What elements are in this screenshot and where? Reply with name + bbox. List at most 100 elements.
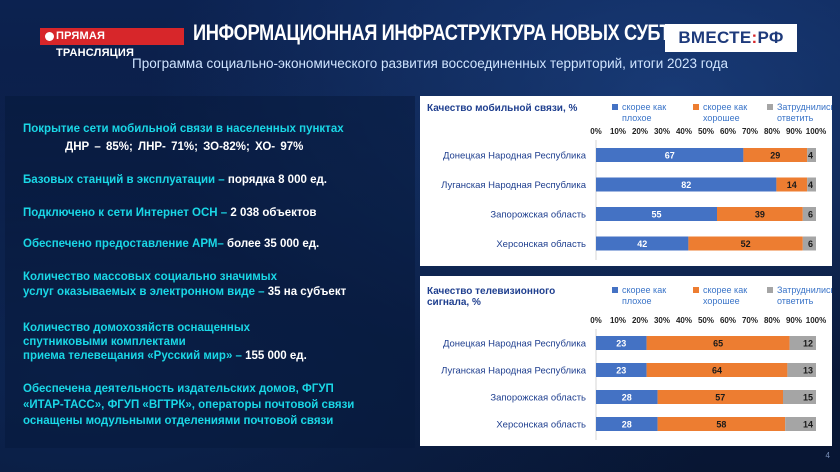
bar-segment <box>596 363 647 377</box>
bar-segment <box>743 148 808 162</box>
tick-label: 100% <box>806 127 826 136</box>
tick-label: 50% <box>698 316 714 325</box>
fact-publishing-3: оснащены модульными отделениями почтовой… <box>23 415 334 427</box>
legend-label: скорее как плохое <box>622 285 666 306</box>
coverage-breakdown: ДНР – 85%; ЛНР- 71%; ЗО-82%; ХО- 97% <box>65 141 304 153</box>
tick-label: 60% <box>720 127 736 136</box>
chart-title: сигнала, % <box>427 297 481 308</box>
tick-label: 90% <box>786 316 802 325</box>
logo-sep: : <box>751 28 758 47</box>
chart-mobile-panel: Качество мобильной связи, % скорее как пло… <box>420 96 832 266</box>
data-label: 39 <box>755 210 765 220</box>
live-dot-icon <box>45 32 54 41</box>
data-label: 29 <box>770 151 780 161</box>
page-title: ИНФОРМАЦИОННАЯ ИНФРАСТРУКТУРА НОВЫХ СУБЪ… <box>193 20 735 45</box>
data-label: 28 <box>622 393 632 403</box>
tick-label: 60% <box>720 316 736 325</box>
fact-households-3: приема телевещания «Русский мир» – 155 0… <box>23 350 307 362</box>
tick-label: 0% <box>590 316 602 325</box>
legend-label: скорее как хорошее <box>703 285 747 306</box>
fact-base-stations: Базовых станций в эксплуатации – порядка… <box>23 174 327 186</box>
data-label: 65 <box>713 339 723 349</box>
data-label: 4 <box>808 151 813 161</box>
tick-label: 80% <box>764 127 780 136</box>
legend-swatch <box>767 104 773 110</box>
fact-internet: Подключено к сети Интернет ОСН – 2 038 о… <box>23 207 317 219</box>
category-label: Луганская Народная Республика <box>441 366 587 377</box>
chart-title: Качество телевизионного <box>427 286 555 297</box>
tick-label: 90% <box>786 127 802 136</box>
subtitle: Программа социально-экономического разви… <box>131 56 728 71</box>
fact-publishing-2: «ИТАР-ТАСС», ФГУП «ВГТРК», операторы поч… <box>23 399 355 411</box>
logo: ВМЕСТЕ:РФ <box>665 24 797 52</box>
bar-segment <box>596 236 689 251</box>
bar-segment <box>717 207 803 221</box>
legend-label: Затруднились ответить <box>777 285 832 306</box>
data-label: 23 <box>616 339 626 349</box>
tick-label: 10% <box>610 127 626 136</box>
bar-segment <box>646 363 788 377</box>
chart-mobile: Качество мобильной связи, % скорее как пло… <box>427 102 832 260</box>
fact-services-1: Количество массовых социально значимых <box>23 271 278 283</box>
data-label: 55 <box>651 210 661 220</box>
tick-label: 100% <box>806 316 826 325</box>
category-label: Донецкая Народная Республика <box>443 151 587 162</box>
bar-segment <box>807 148 816 162</box>
bar-segment <box>785 417 816 431</box>
logo-right: РФ <box>757 28 784 47</box>
fact-publishing-1: Обеспечена деятельность издательских дом… <box>23 383 334 395</box>
legend-label: Затруднились ответить <box>777 102 832 123</box>
bar-segment <box>596 177 777 192</box>
legend-swatch <box>767 287 773 293</box>
bar-segment <box>776 177 808 192</box>
chart-title: Качество мобильной связи, % <box>427 102 577 114</box>
fact-services-2: услуг оказываемых в электронном виде – 3… <box>23 286 347 298</box>
data-label: 42 <box>637 239 647 249</box>
legend-swatch <box>612 287 618 293</box>
legend-swatch <box>693 104 699 110</box>
data-label: 23 <box>616 366 626 376</box>
data-label: 82 <box>681 180 691 190</box>
tick-label: 70% <box>742 316 758 325</box>
bar-segment <box>657 417 786 431</box>
bar-segment <box>657 390 783 404</box>
data-label: 64 <box>712 366 722 376</box>
bar-segment <box>596 336 647 350</box>
tick-label: 40% <box>676 316 692 325</box>
data-label: 13 <box>803 366 813 376</box>
facts-panel: Покрытие сети мобильной связи в населенн… <box>5 96 415 448</box>
data-label: 58 <box>716 420 726 430</box>
tick-label: 20% <box>632 127 648 136</box>
data-label: 57 <box>715 393 725 403</box>
bar-segment <box>596 417 658 431</box>
bar-segment <box>646 336 790 350</box>
data-label: 14 <box>803 420 813 430</box>
data-label: 12 <box>803 339 813 349</box>
fact-households-1: Количество домохозяйств оснащенных <box>23 322 251 334</box>
bar-segment <box>596 390 658 404</box>
chart-tv-panel: Качество телевизионного сигнала, % скорее … <box>420 276 832 446</box>
page-number: 4 <box>825 451 830 460</box>
legend-swatch <box>693 287 699 293</box>
tick-label: 0% <box>590 127 602 136</box>
fact-arm: Обеспечено предоставление АРМ– более 35 … <box>23 238 320 250</box>
tick-label: 10% <box>610 316 626 325</box>
header: ПРЯМАЯ ТРАНСЛЯЦИЯ ИНФОРМАЦИОННАЯ ИНФРАСТ… <box>0 0 840 88</box>
bar-segment <box>807 177 816 192</box>
bar-segment <box>802 207 816 221</box>
category-label: Запорожская область <box>490 393 586 404</box>
fact-households-2: спутниковыми комплектами <box>23 336 186 348</box>
category-label: Донецкая Народная Республика <box>443 339 587 350</box>
legend-swatch <box>612 104 618 110</box>
fact-coverage: Покрытие сети мобильной связи в населенн… <box>23 123 344 135</box>
data-label: 4 <box>808 180 813 190</box>
data-label: 6 <box>808 210 813 220</box>
category-label: Херсонская область <box>496 420 586 431</box>
bar-segment <box>789 336 816 350</box>
bar-segment <box>596 207 717 221</box>
data-label: 28 <box>622 420 632 430</box>
tick-label: 20% <box>632 316 648 325</box>
data-label: 14 <box>787 180 797 190</box>
legend-label: скорее как хорошее <box>703 102 747 123</box>
